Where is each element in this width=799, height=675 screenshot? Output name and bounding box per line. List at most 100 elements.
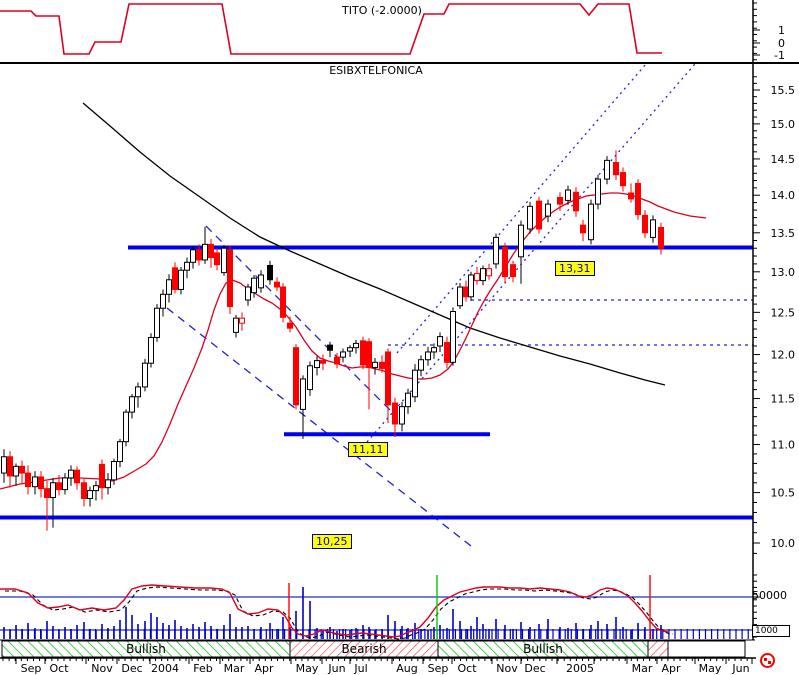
candle-body bbox=[635, 182, 641, 216]
month-label-3: Dec bbox=[121, 662, 142, 675]
candle-body bbox=[44, 488, 50, 499]
candle-body bbox=[25, 472, 31, 488]
candle-body bbox=[502, 246, 508, 278]
candle-body bbox=[327, 344, 333, 351]
symbol-title: ESIBXTELFONICA bbox=[329, 64, 423, 77]
tito-axis-label-1: 0 bbox=[778, 37, 785, 50]
candle-body bbox=[642, 214, 648, 234]
candle-body bbox=[557, 196, 563, 205]
candle-body bbox=[50, 482, 56, 499]
tito-indicator-line bbox=[0, 3, 662, 55]
candle-body bbox=[245, 286, 251, 301]
month-label-14: Nov bbox=[496, 662, 518, 675]
candle-body bbox=[379, 361, 385, 369]
candle-body bbox=[99, 463, 105, 489]
price-axis-label-2: 14.5 bbox=[771, 153, 796, 166]
month-label-4: 2004 bbox=[151, 662, 179, 675]
price-axis-label-9: 11.0 bbox=[771, 438, 796, 451]
candle-body bbox=[135, 386, 141, 398]
month-label-17: Mar bbox=[632, 662, 653, 675]
candle-body bbox=[196, 249, 202, 261]
candle-body bbox=[536, 200, 542, 230]
candle-body bbox=[56, 482, 62, 491]
volume-average-red-line bbox=[0, 584, 669, 638]
month-label-19: May bbox=[699, 662, 722, 675]
candle-body bbox=[81, 482, 87, 499]
candle-body bbox=[510, 264, 516, 278]
candle-body bbox=[650, 219, 656, 238]
candle-body bbox=[573, 191, 579, 212]
candle-body bbox=[468, 274, 474, 298]
candle-body bbox=[425, 351, 431, 361]
candle-body bbox=[19, 465, 25, 474]
month-label-10: Jul bbox=[353, 662, 367, 675]
candle-body bbox=[518, 224, 524, 258]
month-label-2: Nov bbox=[91, 662, 113, 675]
candle-body bbox=[372, 361, 378, 369]
month-label-9: Jun bbox=[327, 662, 345, 675]
candle-body bbox=[444, 342, 450, 363]
candle-body bbox=[13, 465, 19, 477]
candle-body bbox=[160, 293, 166, 309]
candle-body bbox=[267, 264, 273, 281]
descending-trendline-1[interactable] bbox=[166, 307, 472, 547]
candle-body bbox=[334, 356, 340, 365]
candle-body bbox=[287, 322, 293, 329]
month-label-1: Oct bbox=[49, 662, 69, 675]
price-axis-label-11: 10.0 bbox=[771, 537, 796, 550]
month-label-7: Apr bbox=[254, 662, 274, 675]
candle-body bbox=[595, 178, 601, 205]
month-label-0: Sep bbox=[21, 662, 42, 675]
candle-body bbox=[431, 347, 437, 353]
price-axis-label-1: 15.0 bbox=[771, 118, 796, 131]
candle-body bbox=[93, 485, 99, 492]
candle-body bbox=[178, 269, 184, 290]
month-label-15: Dec bbox=[524, 662, 545, 675]
candle-body bbox=[38, 476, 44, 490]
ascending-trendline-2[interactable] bbox=[396, 63, 647, 354]
regime-label-2: Bullish bbox=[523, 642, 563, 656]
candle-body bbox=[399, 406, 405, 425]
resistance-flag-13-31[interactable]: 13,31 bbox=[555, 261, 595, 276]
candle-body bbox=[480, 268, 486, 282]
price-axis-label-5: 13.0 bbox=[771, 266, 796, 279]
candle-body bbox=[87, 490, 93, 499]
indicator-title: TITO (-2.0000) bbox=[342, 4, 422, 17]
candle-body bbox=[293, 347, 299, 406]
candle-body bbox=[280, 286, 286, 318]
candle-body bbox=[450, 311, 456, 363]
candle-body bbox=[202, 243, 208, 261]
session-status-icon[interactable] bbox=[760, 653, 775, 668]
descending-trendline-0[interactable] bbox=[205, 225, 396, 416]
support-flag-10-25[interactable]: 10,25 bbox=[312, 534, 352, 549]
candle-body bbox=[360, 340, 366, 366]
price-axis-label-6: 12.5 bbox=[771, 306, 796, 319]
candle-body bbox=[588, 203, 594, 241]
candle-body bbox=[166, 279, 172, 295]
candle-body bbox=[68, 469, 74, 479]
candle-body bbox=[117, 441, 123, 463]
periodicity-box: 1000 bbox=[752, 625, 790, 637]
month-label-18: Apr bbox=[661, 662, 681, 675]
candle-body bbox=[32, 476, 38, 488]
candle-body bbox=[233, 317, 239, 333]
candle-body bbox=[418, 359, 424, 371]
month-label-6: Mar bbox=[224, 662, 245, 675]
candle-body bbox=[412, 369, 418, 398]
candle-body bbox=[405, 392, 411, 408]
price-axis-label-10: 10.5 bbox=[771, 487, 796, 500]
candle-body bbox=[1, 456, 7, 474]
month-label-8: May bbox=[296, 662, 319, 675]
month-label-13: Oct bbox=[457, 662, 477, 675]
candle-body bbox=[486, 268, 492, 277]
price-axis-label-8: 11.5 bbox=[771, 393, 796, 406]
candle-body bbox=[142, 362, 148, 388]
month-label-16: 2005 bbox=[566, 662, 594, 675]
candle-body bbox=[221, 247, 227, 274]
candle-body bbox=[604, 159, 610, 180]
month-label-20: Jun bbox=[731, 662, 749, 675]
support-flag-11-11[interactable]: 11,11 bbox=[348, 442, 388, 457]
candle-body bbox=[190, 249, 196, 263]
candle-body bbox=[74, 469, 80, 484]
